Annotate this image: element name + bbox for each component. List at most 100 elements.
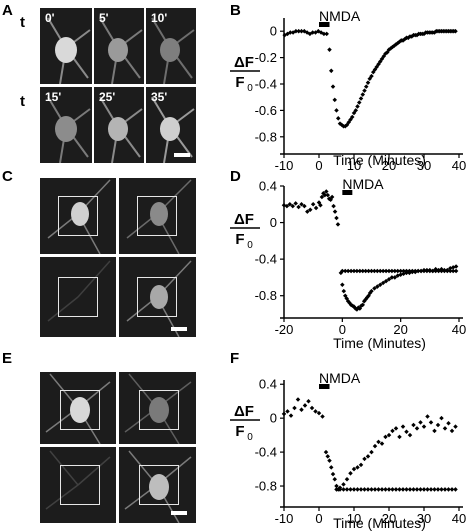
x-tick-label-f: 0 [315, 511, 322, 526]
y-tick-label-b: 0 [270, 24, 277, 39]
data-point-d [418, 268, 424, 274]
data-point-b [335, 116, 341, 121]
data-point-d [377, 282, 383, 288]
data-point-d [366, 268, 371, 274]
data-point-f [316, 410, 322, 416]
micrograph-c-1 [40, 178, 116, 254]
micrograph-e-3 [40, 447, 116, 523]
data-point-b [363, 84, 369, 89]
data-point-d [383, 278, 389, 284]
data-point-d [427, 267, 433, 273]
data-point-f [309, 405, 315, 411]
y-tick-label-b: -0.2 [255, 50, 277, 65]
data-point-b [397, 39, 402, 45]
data-point-d [410, 269, 415, 275]
data-point-b [435, 28, 441, 34]
micrograph-c-4 [119, 257, 196, 337]
data-point-b [355, 104, 360, 109]
row-label-t-bottom: t [20, 93, 25, 110]
data-point-d [412, 268, 418, 274]
data-point-b [383, 51, 388, 56]
data-point-f [351, 487, 357, 492]
data-point-f [344, 476, 350, 482]
data-point-b [395, 40, 401, 46]
micrograph-e-4 [119, 447, 196, 523]
data-point-d [340, 282, 345, 288]
data-point-d [447, 268, 453, 274]
micrograph-c-3 [40, 257, 116, 337]
data-point-d [395, 268, 401, 274]
timepoint-label: 15' [45, 90, 62, 104]
data-point-b [362, 88, 367, 93]
data-point-d [313, 205, 319, 211]
x-axis-label-f: Time (Minutes) [333, 515, 426, 531]
stimulus-bar-b [319, 22, 330, 27]
data-point-d [392, 268, 398, 274]
data-point-d [364, 295, 370, 300]
data-point-d [369, 268, 374, 274]
y-axis-label-num-d: ΔF [234, 211, 254, 228]
data-point-d [340, 268, 345, 274]
data-point-f [386, 487, 392, 492]
data-point-d [290, 203, 296, 209]
micrograph-a-0min: 0' [40, 8, 92, 84]
data-point-d [404, 270, 409, 276]
data-point-d [354, 268, 360, 274]
data-point-f [362, 487, 367, 492]
data-point-f [390, 487, 395, 492]
data-point-d [398, 272, 403, 277]
data-point-d [401, 268, 406, 274]
data-point-b [344, 122, 350, 128]
neuron-image [45, 450, 111, 510]
x-tick-label-d: -20 [275, 322, 294, 337]
data-point-b [381, 54, 387, 59]
data-point-f [449, 487, 455, 492]
data-point-b [316, 28, 321, 34]
data-point-d [302, 203, 307, 209]
data-point-b [419, 31, 425, 37]
data-point-b [304, 30, 310, 35]
data-point-d [356, 305, 361, 310]
chart-b-group: -10 0 10 20 30 40 0 -0.2 -0.4 -0.6 -0.8 Time (Minut… [230, 8, 466, 173]
data-point-f [411, 422, 416, 428]
data-point-b [400, 38, 406, 43]
data-point-d [439, 266, 444, 272]
scale-bar [171, 327, 187, 331]
data-point-d [305, 209, 310, 214]
data-point-d [372, 286, 377, 291]
data-point-f [285, 409, 290, 414]
data-point-f [390, 428, 395, 434]
data-point-d [369, 288, 374, 294]
x-tick-label-b: 40 [452, 158, 466, 173]
timepoint-label: 0' [45, 11, 55, 25]
data-point-d [342, 293, 348, 298]
y-axis-label-num-b: ΔF [234, 54, 254, 71]
data-point-b [369, 73, 374, 79]
data-point-b [372, 67, 378, 72]
timepoint-label: 35' [151, 90, 168, 104]
data-point-d [360, 302, 366, 308]
data-point-b [365, 80, 371, 85]
data-point-d [332, 209, 338, 214]
data-point-b [321, 31, 327, 37]
data-point-b [409, 34, 415, 39]
data-point-b [412, 32, 418, 38]
data-point-f [369, 449, 374, 455]
data-point-d [347, 300, 352, 306]
data-point-f [435, 487, 441, 492]
y-axis-label-den-f: F [235, 423, 244, 440]
data-point-d [345, 268, 351, 274]
data-point-f [453, 424, 458, 429]
data-point-f [358, 462, 364, 468]
data-point-f [320, 414, 325, 419]
data-point-b [439, 28, 444, 34]
timepoint-label: 25' [99, 90, 116, 104]
stimulus-bar-d [342, 190, 353, 195]
data-point-d [415, 268, 421, 274]
data-point-b [307, 31, 313, 37]
data-point-f [407, 487, 413, 492]
data-point-b [411, 32, 416, 38]
roi-box [139, 465, 179, 505]
data-point-d [284, 203, 290, 209]
data-point-b [293, 28, 299, 34]
